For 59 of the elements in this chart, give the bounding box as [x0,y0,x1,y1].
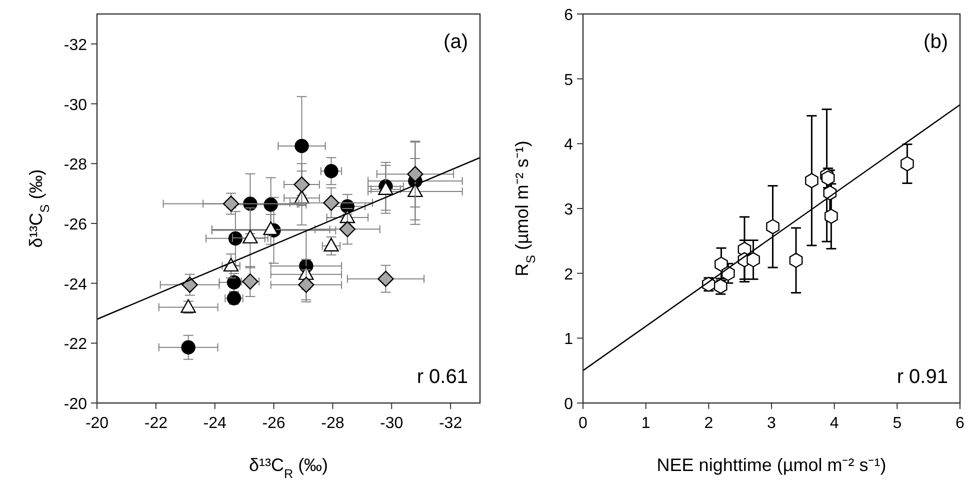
x-tick-label: 0 [578,415,588,432]
point [263,221,278,236]
point [242,230,258,244]
point [378,270,394,287]
y-tick-label: -22 [64,336,88,354]
x-tick-label: 1 [641,415,650,432]
y-tick-label: 2 [564,266,574,284]
point [223,258,239,272]
y-tick-label: 0 [564,396,574,413]
point [294,138,309,154]
point [714,256,728,272]
annotation: (a) [444,31,468,53]
point [766,219,780,234]
x-tick-label: -22 [144,415,168,432]
x-tick-label: 6 [956,415,965,432]
point [407,166,424,182]
point [805,173,818,188]
y-tick-label: 4 [564,136,574,154]
point [824,208,838,224]
x-tick-label: -32 [438,415,462,432]
point [222,196,240,212]
point [323,194,340,211]
y-tick-label: 3 [564,202,574,218]
point [264,198,278,212]
annotation: r 0.61 [416,366,468,388]
x-tick-label: -20 [85,415,109,432]
x-tick-label: 5 [892,415,902,432]
y-tick-label: -28 [64,156,88,174]
y-tick-label: -26 [64,216,88,234]
annotation: (b) [924,31,948,53]
y-tick-label: -30 [64,96,88,114]
point [900,156,914,172]
annotation: r 0.91 [896,366,948,388]
x-tick-label: -24 [203,415,227,432]
y-tick-label: -20 [64,396,88,413]
point [294,176,310,193]
y-tick-label: -24 [64,276,88,294]
y-tick-label: 1 [564,331,574,348]
y-tick-label: 6 [564,7,574,24]
point [721,266,735,281]
x-axis-title: NEE nighttime (µmol m⁻² s⁻¹) [656,455,886,475]
x-axis-title: δ¹³C$_{R}$ (‰) [248,455,328,481]
point [324,164,338,178]
x-tick-label: 3 [767,415,776,432]
x-tick-label: -30 [380,415,404,432]
point [226,275,242,290]
x-tick-label: -28 [321,415,344,432]
y-tick-label: 5 [564,72,574,89]
point [298,276,314,293]
point [746,252,760,268]
x-tick-label: 4 [830,415,839,432]
point [242,273,258,290]
point [339,221,356,238]
point [181,340,196,354]
point [789,252,803,268]
x-tick-label: 2 [704,415,714,432]
y-tick-label: -32 [64,36,88,54]
x-tick-label: -26 [262,415,286,432]
point [182,276,198,293]
